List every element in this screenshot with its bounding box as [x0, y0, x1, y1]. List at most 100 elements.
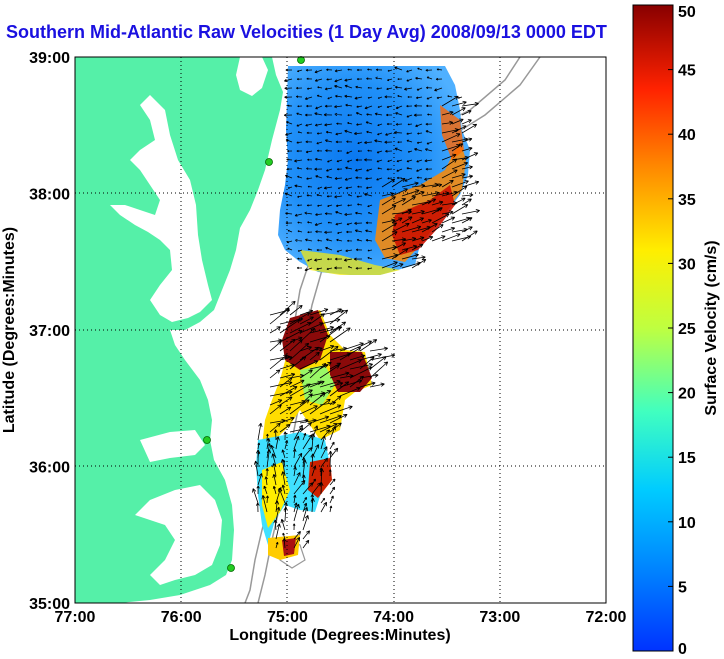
- current-vector: [391, 217, 403, 224]
- current-vector: [441, 216, 456, 224]
- current-vector: [305, 68, 313, 72]
- current-vector: [269, 380, 293, 388]
- current-vector: [287, 186, 293, 189]
- current-vector: [375, 68, 383, 72]
- current-vector: [269, 422, 281, 433]
- current-vector: [385, 132, 393, 136]
- current-vector: [297, 257, 303, 260]
- current-vector: [282, 538, 287, 549]
- current-vector: [325, 149, 333, 153]
- current-vector: [296, 123, 303, 127]
- current-vector: [309, 398, 331, 415]
- current-vector: [374, 112, 383, 116]
- current-vector: [411, 255, 426, 260]
- current-vector: [293, 503, 300, 522]
- y-axis-label: Latitude (Degrees:Minutes): [1, 227, 18, 433]
- current-vector: [391, 263, 404, 269]
- current-vector: [356, 123, 363, 126]
- current-vector: [451, 118, 464, 125]
- current-vector: [396, 159, 403, 163]
- current-vector: [461, 230, 478, 242]
- current-vector: [417, 132, 423, 135]
- radar-station: [297, 56, 305, 64]
- current-vector: [365, 229, 373, 233]
- current-vector: [385, 149, 393, 153]
- current-vector: [355, 176, 363, 180]
- current-vector: [307, 221, 313, 224]
- current-vector: [367, 86, 373, 89]
- current-vector: [421, 219, 432, 224]
- current-vector: [307, 248, 313, 251]
- current-vector: [367, 96, 373, 99]
- current-vector: [369, 382, 385, 388]
- current-vector: [386, 168, 393, 171]
- current-vector: [377, 132, 383, 136]
- current-vector: [426, 86, 433, 89]
- albemarle-sound: [140, 430, 205, 462]
- current-vector: [411, 190, 425, 197]
- current-vector: [302, 530, 310, 540]
- current-vector: [320, 446, 328, 459]
- current-vector: [314, 69, 323, 74]
- current-vector: [314, 222, 323, 226]
- current-vector: [356, 77, 363, 81]
- current-vector: [353, 257, 363, 261]
- current-vector: [302, 502, 308, 513]
- current-vector: [416, 141, 423, 144]
- current-vector: [391, 198, 407, 206]
- current-vector: [381, 178, 396, 188]
- current-vector: [451, 161, 469, 170]
- current-vector: [293, 494, 297, 504]
- current-vector: [357, 141, 363, 145]
- current-vector: [436, 68, 443, 71]
- current-vector: [292, 448, 297, 459]
- current-vector: [296, 149, 303, 153]
- current-vector: [334, 112, 343, 116]
- current-vector: [317, 86, 323, 89]
- current-vector: [407, 150, 413, 153]
- current-vector: [441, 110, 454, 116]
- current-vector: [281, 449, 286, 459]
- current-vector: [302, 515, 309, 531]
- current-vector: [367, 68, 373, 71]
- current-vector: [347, 204, 353, 207]
- current-vector: [264, 476, 268, 486]
- current-vector: [302, 459, 307, 477]
- current-vector: [279, 396, 293, 406]
- current-vector: [381, 222, 398, 233]
- current-vector: [356, 238, 363, 242]
- current-vector: [306, 87, 313, 90]
- current-vector: [461, 110, 472, 116]
- current-vector: [461, 209, 480, 215]
- current-vector: [364, 158, 373, 162]
- current-vector: [406, 104, 413, 108]
- current-vector: [316, 149, 323, 152]
- current-vector: [286, 258, 293, 261]
- current-vector: [289, 342, 310, 361]
- x-tick-label: 77:00: [55, 609, 96, 626]
- current-vector: [327, 96, 333, 100]
- current-vector: [305, 123, 313, 127]
- current-vector: [285, 174, 293, 179]
- current-vector: [354, 221, 363, 225]
- current-vector: [406, 78, 413, 82]
- current-vector: [376, 150, 383, 154]
- current-vector: [273, 429, 278, 441]
- chesapeake-bay: [110, 95, 212, 322]
- current-vector: [424, 177, 433, 181]
- current-vector: [381, 196, 396, 206]
- current-vector: [346, 140, 353, 143]
- current-vector: [299, 360, 319, 370]
- current-vector: [391, 188, 408, 197]
- current-vector: [426, 76, 433, 80]
- current-vector: [431, 207, 443, 215]
- x-tick-label: 73:00: [479, 609, 520, 626]
- current-vector: [391, 222, 410, 233]
- current-vector: [289, 356, 307, 370]
- current-vector: [297, 230, 303, 233]
- y-tick-label: 36:00: [29, 460, 70, 477]
- current-vector: [426, 96, 433, 100]
- current-vector: [293, 531, 301, 540]
- current-vector: [441, 158, 458, 170]
- current-vector: [346, 150, 353, 154]
